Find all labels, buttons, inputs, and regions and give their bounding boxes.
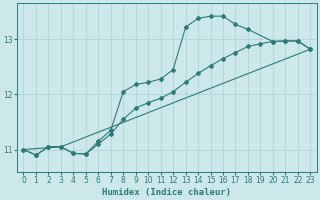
X-axis label: Humidex (Indice chaleur): Humidex (Indice chaleur) xyxy=(102,188,231,197)
